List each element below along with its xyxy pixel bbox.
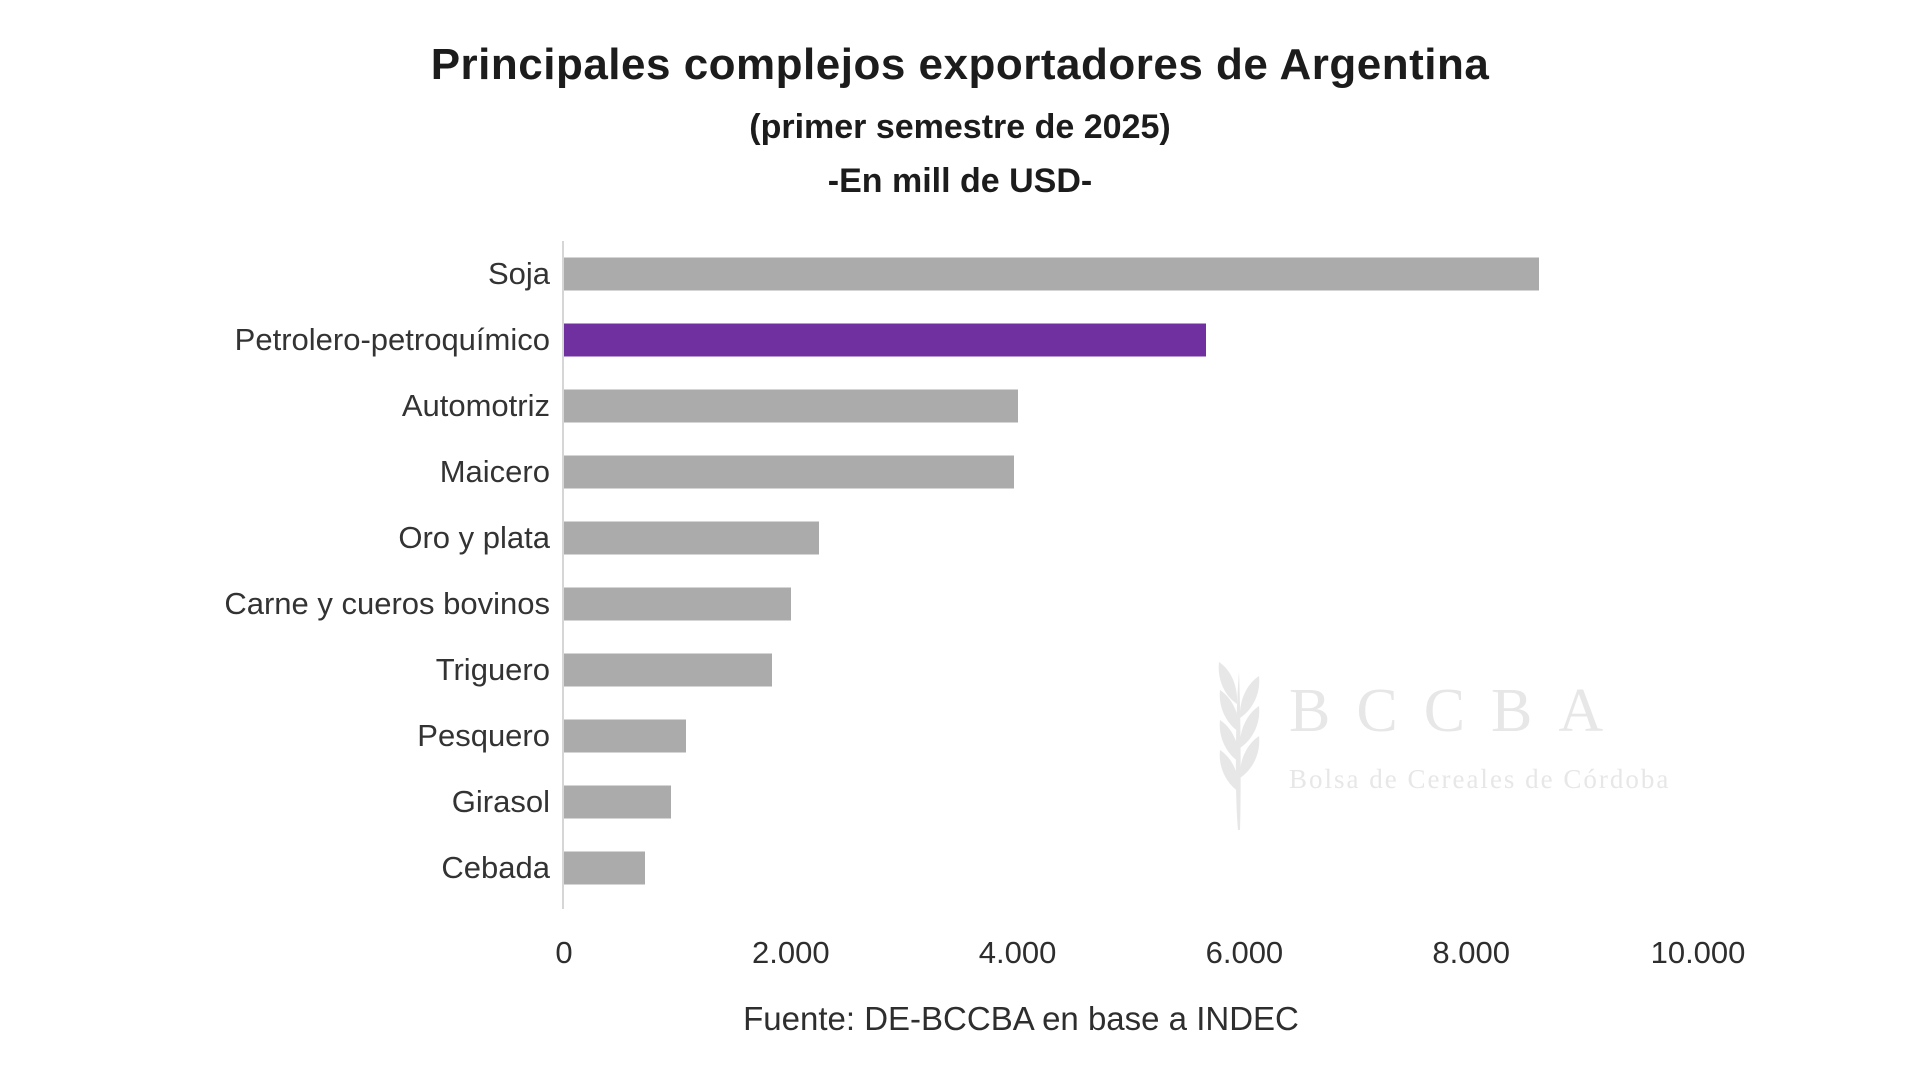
bar [564,587,791,621]
bar [564,785,671,819]
bar-row: Maicero [440,439,1698,505]
bar [564,719,687,753]
bar-row: Triguero [436,637,1698,703]
bar [564,851,645,885]
watermark-acronym: BCCBA [1289,677,1630,745]
bar-row: Oro y plata [398,505,1698,571]
category-label: Maicero [439,454,550,489]
bar-highlighted [564,323,1206,357]
category-label: Petrolero-petroquímico [234,322,550,357]
bar [564,653,772,687]
source-caption: Fuente: DE-BCCBA en base a INDEC [743,1000,1299,1037]
watermark: BCCBA Bolsa de Cereales de Córdoba [1205,660,1670,830]
chart-title: Principales complejos exportadores de Ar… [430,40,1490,89]
x-tick-label: 4.000 [978,935,1057,970]
watermark-name: Bolsa de Cereales de Córdoba [1289,764,1671,794]
x-tick-label: 0 [555,935,573,970]
watermark-text: BCCBA Bolsa de Cereales de Córdoba [1289,660,1670,795]
wheat-spike-icon [1218,662,1260,830]
bar-row: Girasol [452,769,1698,835]
bar [564,455,1015,489]
y-axis-line [562,241,564,909]
chart-subtitle: (primer semestre de 2025) [749,108,1171,146]
bar-row: Cebada [441,835,1698,901]
bar-row: Pesquero [417,703,1698,769]
bar [564,389,1018,423]
bar-row: Soja [488,241,1698,307]
bar-row: Automotriz [402,373,1698,439]
category-label: Automotriz [401,388,550,423]
bar-rows: Soja Petrolero-petroquímico Automotriz Maic… [224,241,1698,901]
bar-row: Carne y cueros bovinos [224,571,1698,637]
bar [564,521,820,555]
category-label: Soja [487,256,550,291]
category-label: Cebada [441,850,550,885]
x-tick-label: 8.000 [1432,935,1510,970]
category-label: Oro y plata [398,520,550,555]
category-label: Carne y cueros bovinos [224,586,550,621]
bar-row: Petrolero-petroquímico [235,307,1698,373]
x-tick-label: 6.000 [1205,935,1284,970]
category-label: Pesquero [417,718,550,753]
x-tick-label: 2.000 [752,935,830,970]
x-axis: 0 2.000 4.000 6.000 8.000 10.000 [555,935,1745,985]
x-tick-label: 10.000 [1650,935,1746,970]
plot-area: Soja Petrolero-petroquímico Automotriz Maic… [224,241,1698,909]
category-label: Girasol [451,784,550,819]
chart-units-label: -En mill de USD- [827,162,1093,200]
category-label: Triguero [435,652,550,687]
bar [564,257,1540,291]
